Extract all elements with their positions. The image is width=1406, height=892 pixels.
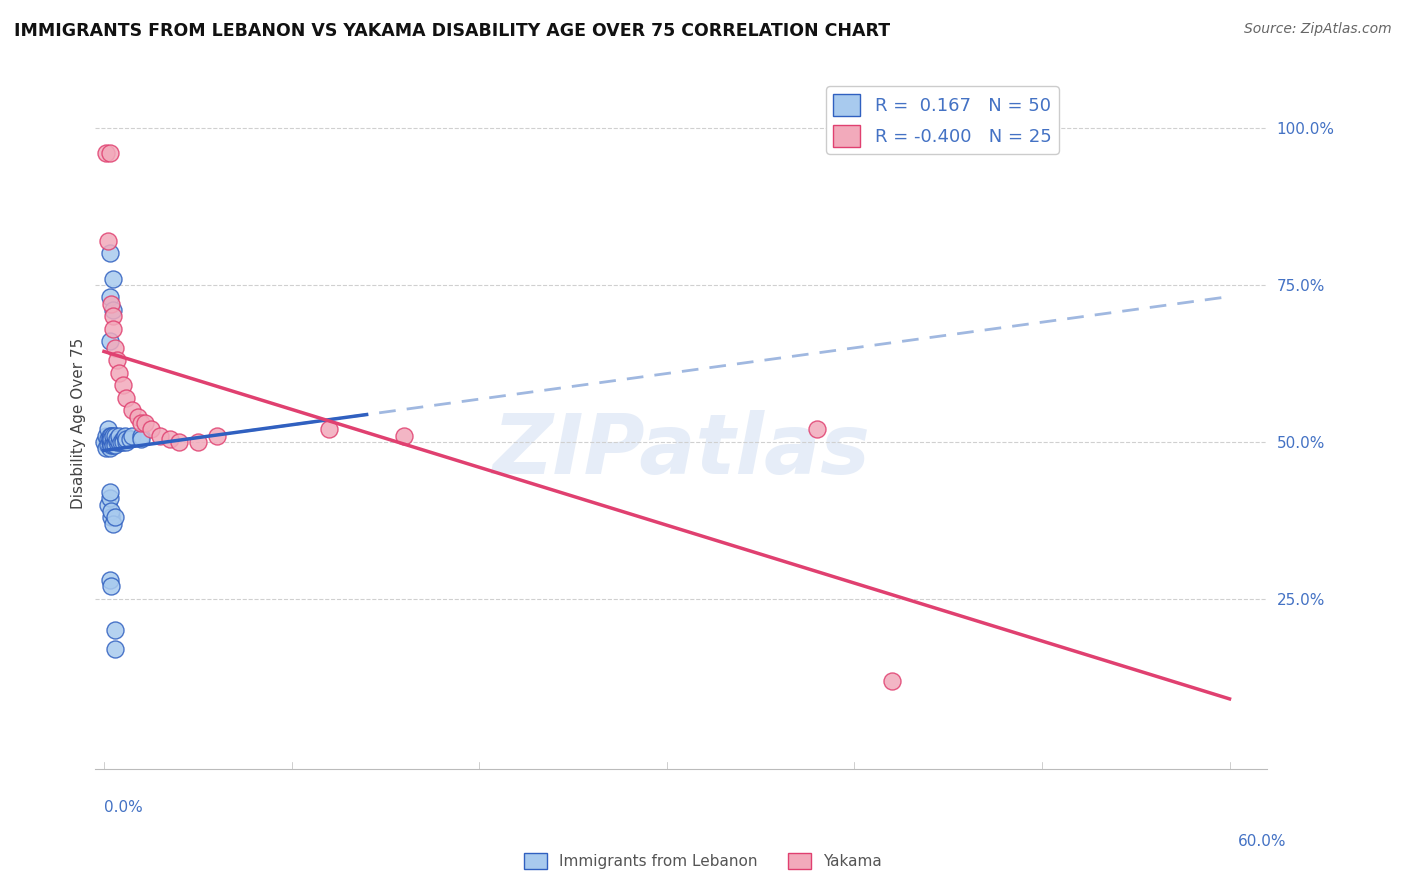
Point xyxy=(97,438,120,452)
Point xyxy=(187,434,209,449)
Point xyxy=(392,428,415,442)
Point xyxy=(98,485,121,500)
Point xyxy=(103,271,125,285)
Point xyxy=(806,422,828,436)
Point xyxy=(98,145,121,160)
Point xyxy=(115,434,138,449)
Point xyxy=(108,428,131,442)
Point xyxy=(105,434,128,449)
Point xyxy=(880,673,903,688)
Point xyxy=(104,428,127,442)
Point xyxy=(100,296,122,310)
Point xyxy=(121,403,143,417)
Text: Source: ZipAtlas.com: Source: ZipAtlas.com xyxy=(1244,22,1392,37)
Point xyxy=(111,378,134,392)
Point xyxy=(94,441,117,455)
Point xyxy=(103,434,125,449)
Point xyxy=(159,432,181,446)
Point xyxy=(104,642,127,657)
Point xyxy=(100,434,122,449)
Point xyxy=(110,434,132,449)
Point xyxy=(108,434,131,449)
Point xyxy=(105,432,128,446)
Text: 0.0%: 0.0% xyxy=(104,800,142,814)
Point xyxy=(100,504,122,518)
Text: 60.0%: 60.0% xyxy=(1239,834,1286,849)
Point xyxy=(98,441,121,455)
Point xyxy=(167,434,190,449)
Legend: Immigrants from Lebanon, Yakama: Immigrants from Lebanon, Yakama xyxy=(517,847,889,875)
Point xyxy=(134,416,156,430)
Point xyxy=(103,428,125,442)
Point xyxy=(94,428,117,442)
Point xyxy=(100,510,122,524)
Point xyxy=(111,432,134,446)
Y-axis label: Disability Age Over 75: Disability Age Over 75 xyxy=(72,337,86,508)
Point xyxy=(103,516,125,531)
Point xyxy=(98,290,121,304)
Point xyxy=(139,422,162,436)
Point xyxy=(97,498,120,512)
Point xyxy=(121,428,143,442)
Point xyxy=(149,428,172,442)
Point xyxy=(104,438,127,452)
Point xyxy=(103,438,125,452)
Point xyxy=(111,434,134,449)
Point xyxy=(98,491,121,506)
Point xyxy=(94,145,117,160)
Point xyxy=(120,432,142,446)
Point xyxy=(103,310,125,324)
Point xyxy=(97,234,120,248)
Point xyxy=(104,510,127,524)
Point xyxy=(103,322,125,336)
Point xyxy=(98,246,121,260)
Point xyxy=(98,428,121,442)
Point xyxy=(100,428,122,442)
Point xyxy=(131,432,153,446)
Point xyxy=(205,428,228,442)
Point xyxy=(318,422,340,436)
Point xyxy=(115,391,138,405)
Point xyxy=(100,579,122,593)
Point xyxy=(93,434,115,449)
Point xyxy=(100,432,122,446)
Point xyxy=(103,302,125,317)
Point xyxy=(104,341,127,355)
Legend: R =  0.167   N = 50, R = -0.400   N = 25: R = 0.167 N = 50, R = -0.400 N = 25 xyxy=(825,87,1059,154)
Point xyxy=(98,434,121,449)
Point xyxy=(127,409,149,424)
Point xyxy=(105,353,128,368)
Point xyxy=(104,624,127,638)
Point xyxy=(114,428,136,442)
Point xyxy=(98,432,121,446)
Point xyxy=(98,334,121,349)
Point xyxy=(104,434,127,449)
Point xyxy=(97,432,120,446)
Text: IMMIGRANTS FROM LEBANON VS YAKAMA DISABILITY AGE OVER 75 CORRELATION CHART: IMMIGRANTS FROM LEBANON VS YAKAMA DISABI… xyxy=(14,22,890,40)
Point xyxy=(115,432,138,446)
Point xyxy=(131,428,153,442)
Point xyxy=(131,416,153,430)
Point xyxy=(100,438,122,452)
Point xyxy=(97,422,120,436)
Point xyxy=(98,573,121,587)
Text: ZIPatlas: ZIPatlas xyxy=(492,410,870,491)
Point xyxy=(108,366,131,380)
